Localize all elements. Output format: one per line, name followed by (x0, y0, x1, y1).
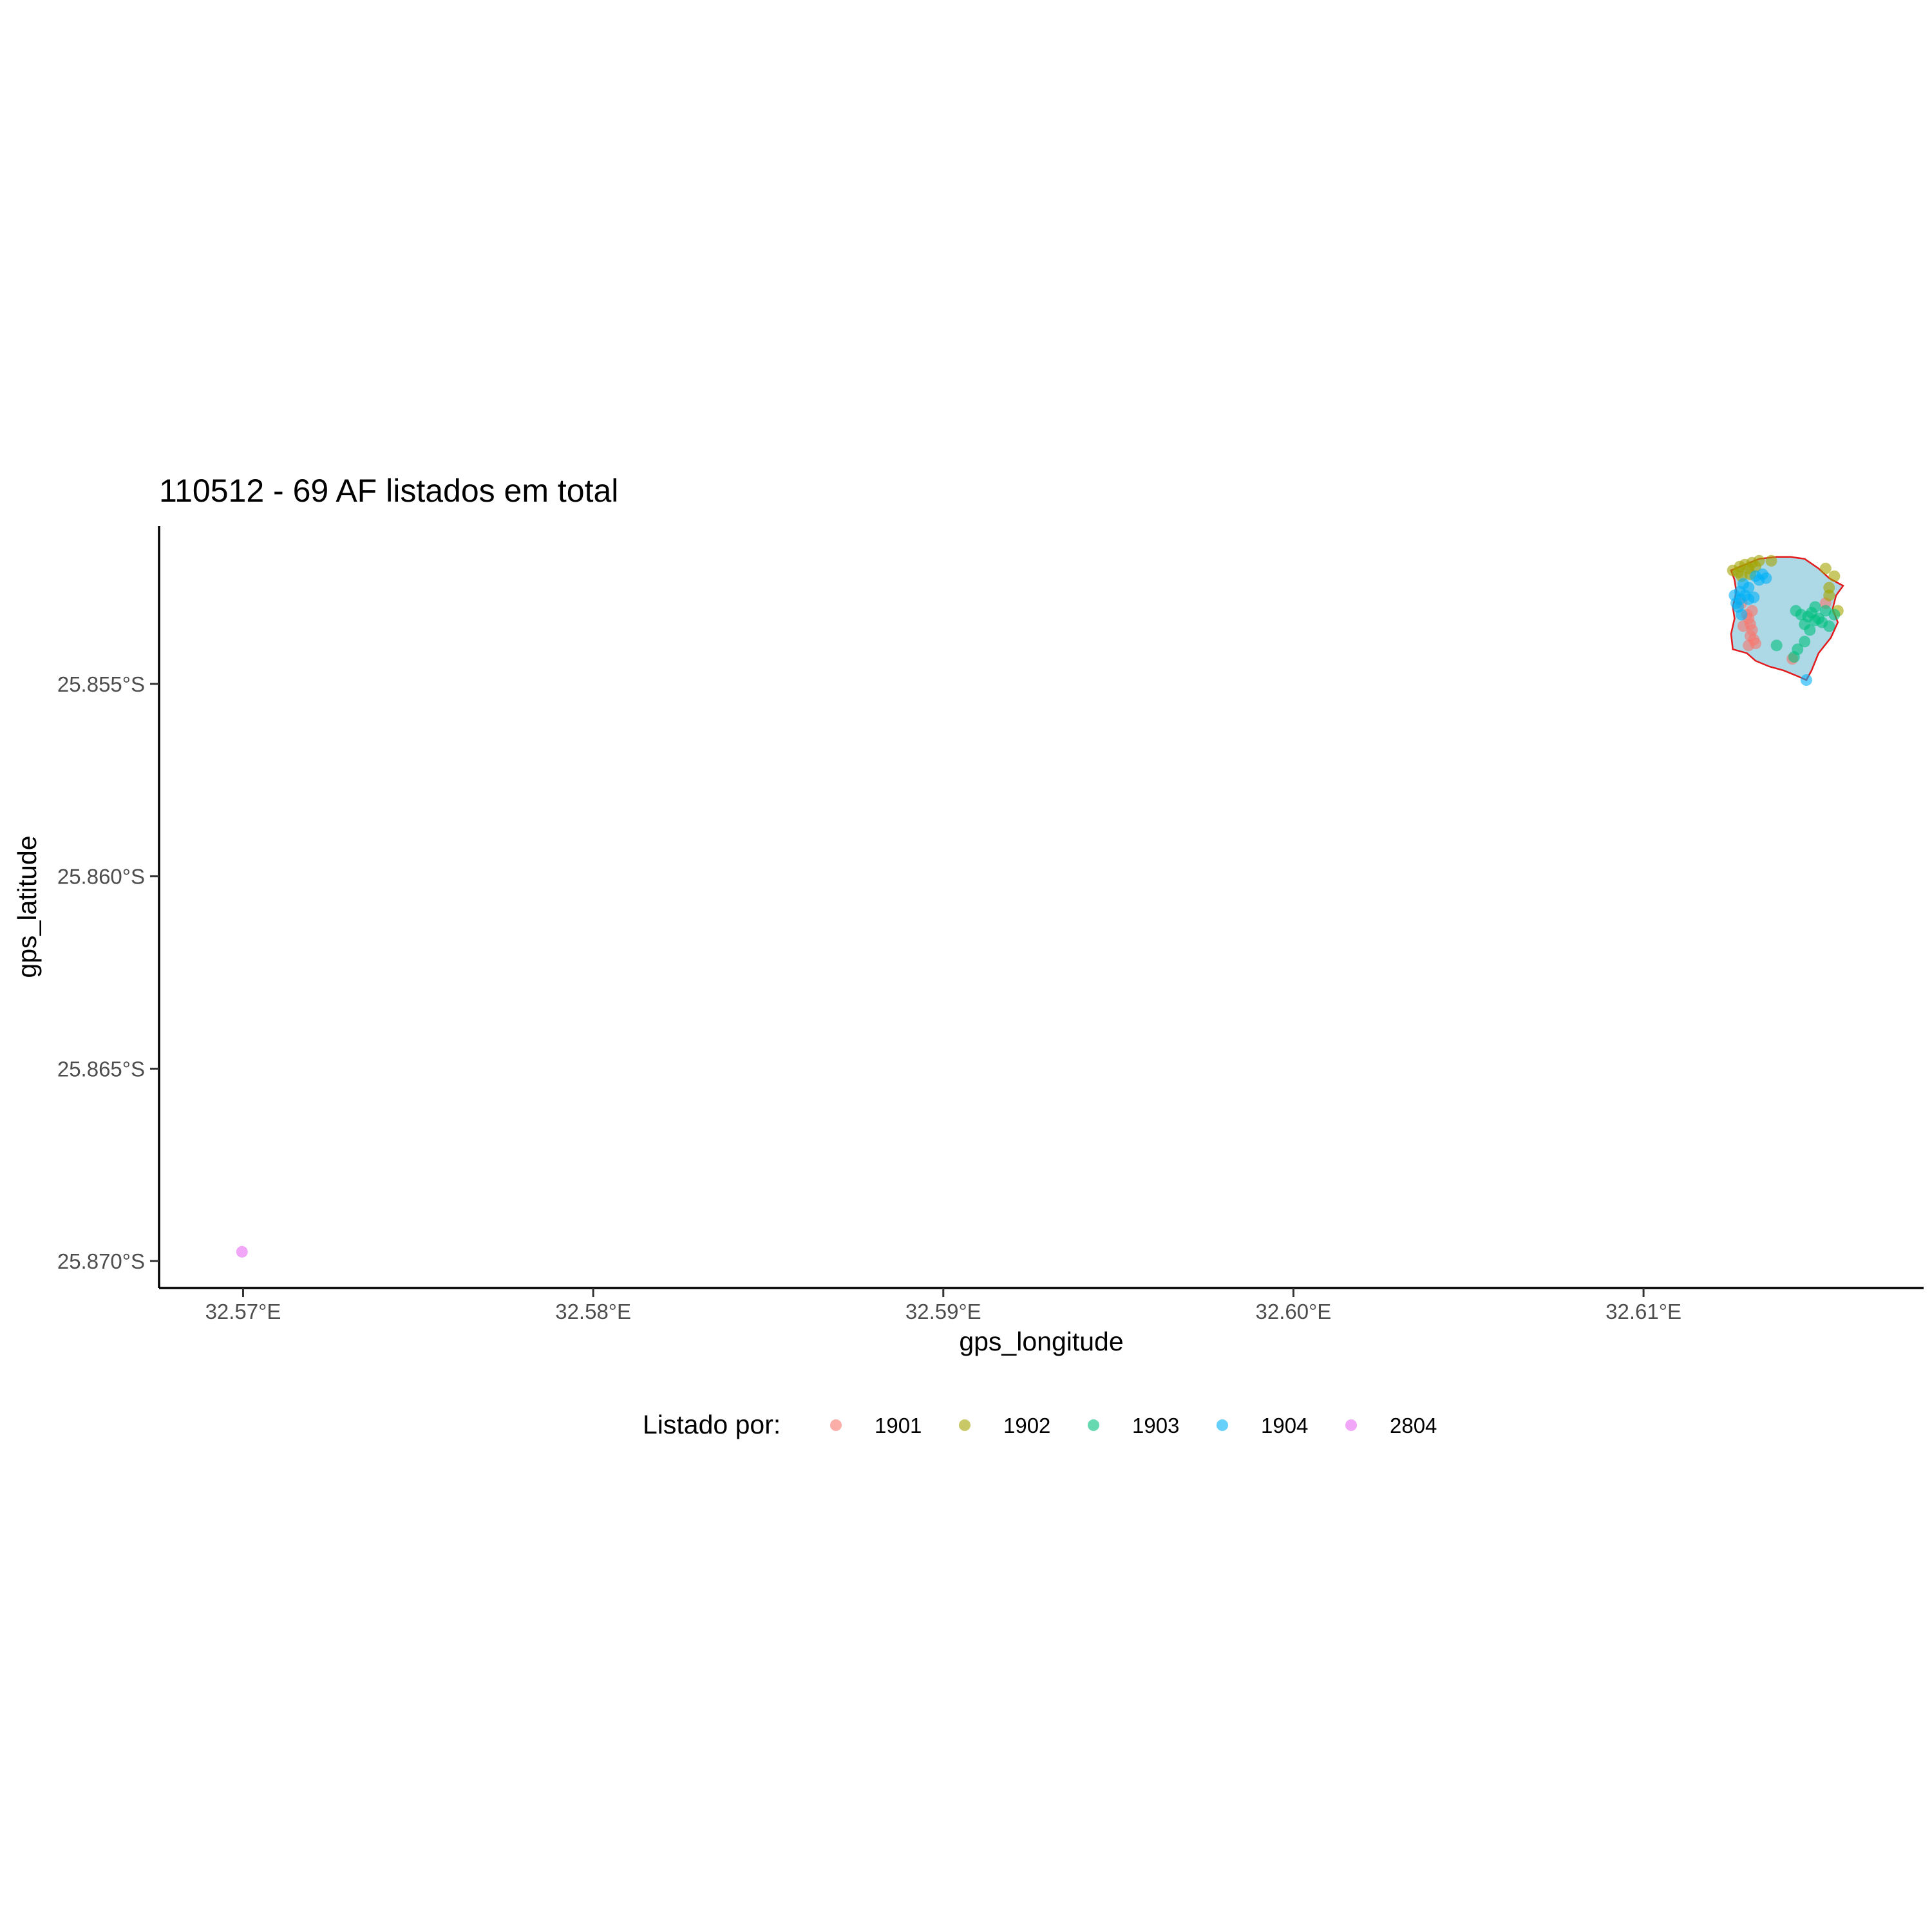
points-layer (236, 554, 1844, 1258)
y-tick-label-2: 25.865°S (57, 1057, 145, 1081)
point-1902-15 (1823, 589, 1835, 601)
x-tick-label-2: 32.59°E (905, 1300, 981, 1323)
point-1903-5 (1809, 601, 1821, 613)
enumeration-area-polygon (1730, 556, 1844, 681)
point-1903-0 (1770, 639, 1783, 652)
plot-area (236, 554, 1844, 1258)
point-1904-10 (1753, 574, 1765, 586)
point-1903-16 (1809, 614, 1821, 627)
x-axis-ticks: 32.57°E 32.58°E 32.59°E 32.60°E 32.61°E (205, 1288, 1681, 1323)
x-tick-label-1: 32.58°E (555, 1300, 631, 1323)
legend-key-2804 (1345, 1419, 1357, 1431)
point-1901-6 (1743, 639, 1755, 652)
chart-title: 110512 - 69 AF listados em total (159, 473, 618, 509)
point-1904-4 (1748, 591, 1760, 603)
point-1903-11 (1799, 636, 1811, 648)
point-1902-10 (1765, 554, 1777, 567)
legend-key-1902 (959, 1419, 971, 1431)
series-2804 (236, 1245, 248, 1258)
point-1902-12 (1828, 570, 1841, 582)
area-polygon-layer (1730, 556, 1844, 681)
y-axis-title: gps_latitude (12, 835, 42, 978)
series-1903 (1770, 601, 1841, 663)
legend-title: Listado por: (643, 1410, 781, 1439)
legend-items: 1901 1902 1903 1904 2804 (830, 1414, 1437, 1437)
legend-label-2804: 2804 (1390, 1414, 1437, 1437)
point-1903-14 (1799, 618, 1811, 630)
y-axis-ticks: 25.855°S 25.860°S 25.865°S 25.870°S (57, 672, 159, 1273)
point-1901-9 (1738, 620, 1749, 632)
legend-key-1903 (1088, 1419, 1099, 1431)
y-tick-label-3: 25.870°S (57, 1249, 145, 1273)
legend-key-1904 (1217, 1419, 1228, 1431)
point-1904-14 (1800, 674, 1812, 686)
legend-label-1903: 1903 (1132, 1414, 1179, 1437)
legend-label-1902: 1902 (1003, 1414, 1050, 1437)
x-tick-label-3: 32.60°E (1256, 1300, 1332, 1323)
x-tick-label-4: 32.61°E (1605, 1300, 1681, 1323)
series-1904 (1728, 568, 1812, 686)
x-tick-label-0: 32.57°E (205, 1300, 281, 1323)
legend-label-1901: 1901 (875, 1414, 922, 1437)
point-1904-15 (1736, 609, 1748, 621)
point-2804-0 (236, 1245, 248, 1258)
legend-label-1904: 1904 (1261, 1414, 1308, 1437)
point-1903-13 (1788, 651, 1800, 663)
legend-key-1901 (830, 1419, 842, 1431)
legend: Listado por: 1901 1902 1903 1904 2804 (643, 1410, 1437, 1439)
y-tick-label-0: 25.855°S (57, 672, 145, 696)
x-axis-title: gps_longitude (959, 1327, 1123, 1356)
point-1903-7 (1819, 605, 1832, 617)
y-tick-label-1: 25.860°S (57, 865, 145, 889)
point-1902-11 (1819, 562, 1832, 574)
point-1904-12 (1734, 593, 1746, 605)
point-1904-13 (1743, 582, 1755, 594)
point-1903-8 (1828, 609, 1841, 621)
